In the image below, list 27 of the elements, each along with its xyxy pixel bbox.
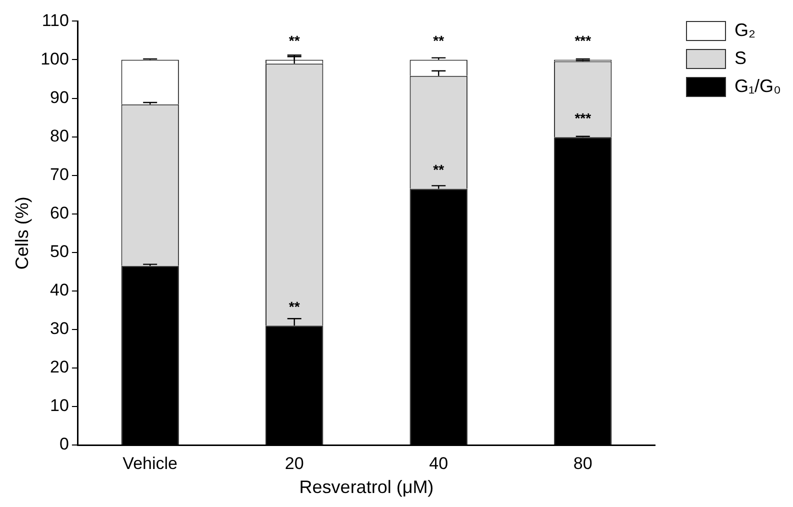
y-tick-label: 40 [50,280,69,300]
x-tick-label: 20 [284,454,304,473]
y-tick-label: 50 [50,242,69,262]
x-tick-label: 40 [429,454,448,473]
y-tick-label: 90 [50,88,69,107]
legend-label: G₁/G₀ [734,76,781,97]
annotation: ** [433,162,445,178]
y-tick-label: 70 [50,164,69,184]
annotation: ** [433,32,445,49]
y-tick-label: 30 [50,319,69,338]
y-tick-label: 110 [42,10,69,30]
y-tick-label: 20 [50,358,69,377]
annotation: *** [574,32,592,49]
y-tick-label: 10 [50,396,69,416]
text: G₂ [734,20,756,41]
annotation: *** [574,110,592,126]
y-tick-label: 0 [59,434,69,454]
x-tick-label: Vehicle [122,454,178,473]
y-tick-label: 60 [50,204,69,223]
annotation: ** [288,298,300,314]
y-tick-label: 80 [50,126,69,146]
y-tick-label: 100 [40,49,69,68]
y-axis-title: Cells (%) [12,196,32,270]
annotation: ** [288,32,300,49]
x-axis-title: Resveratrol (μM) [299,477,434,498]
x-tick-label: 80 [573,454,592,473]
legend-label: S [734,48,746,69]
